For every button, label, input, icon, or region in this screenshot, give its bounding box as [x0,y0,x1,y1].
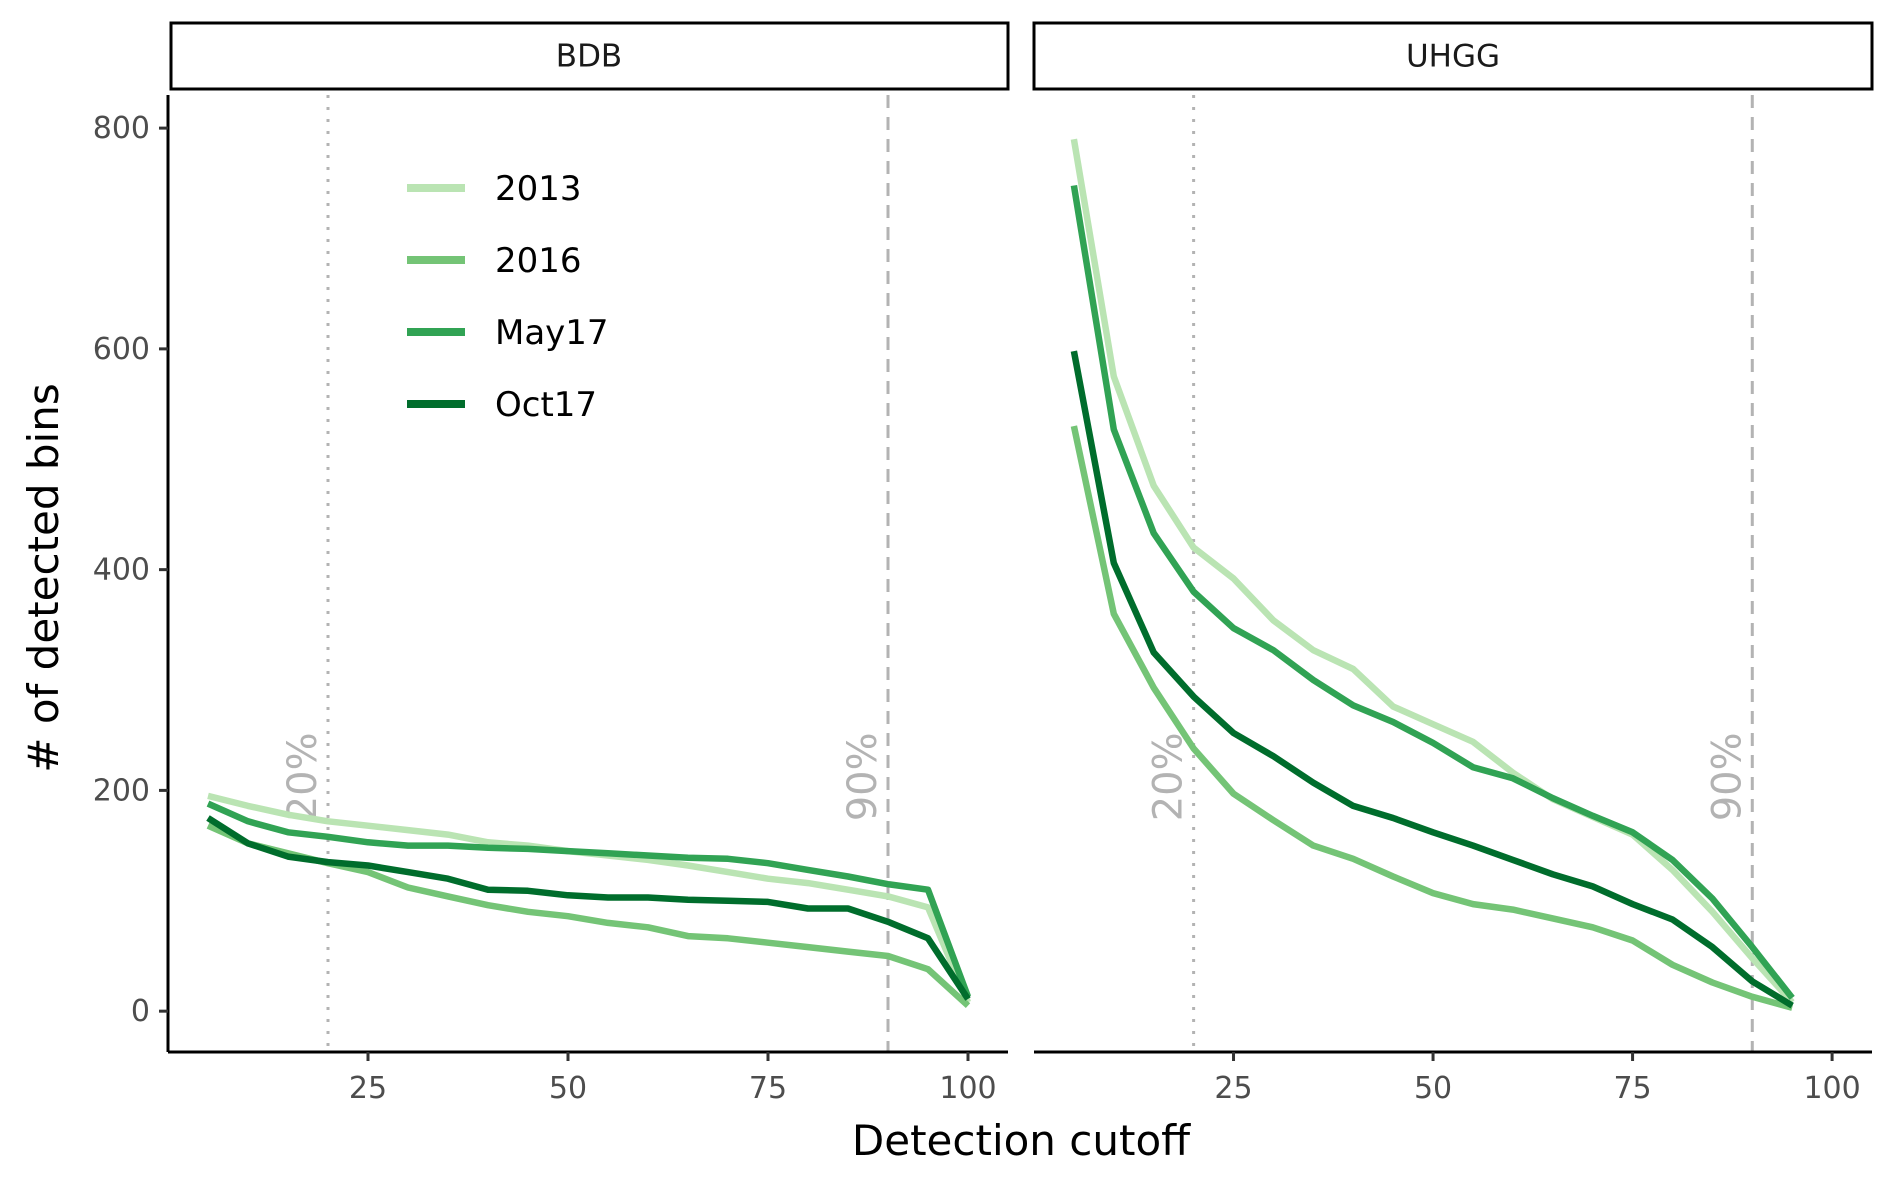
y-axis: 0 200 400 600 800 [93,95,170,1052]
x-axis-title: Detection cutoff [852,1116,1191,1165]
reference-label: 20% [280,732,326,821]
legend: 2013 2016 May17 Oct17 [407,169,609,425]
y-tick-label: 400 [93,553,150,588]
x-tick-label: 75 [749,1071,787,1106]
legend-label-oct17: Oct17 [495,385,597,425]
strip-box [1032,21,1874,91]
series-line-2016 [1070,425,1794,1011]
x-tick-label: 50 [1414,1071,1452,1106]
reference-label: 90% [840,732,886,821]
y-axis-title: # of detected bins [19,383,68,772]
x-tick-label: 25 [1214,1071,1252,1106]
panel-title-uhgg: UHGG [1406,39,1500,75]
series-line-oct17 [206,815,971,1001]
panel-uhgg-strip: UHGG [1032,21,1874,91]
x-tick-label: 100 [1803,1071,1860,1106]
x-tick-label: 100 [939,1071,996,1106]
reference-label: 20% [1146,732,1192,821]
strip-box [169,21,1010,91]
legend-label-2013: 2013 [495,169,582,209]
y-tick-label: 600 [93,332,150,367]
panel-bdb: 20% 90% 25 50 75 100 [168,95,1008,1106]
x-tick-label: 50 [549,1071,587,1106]
series-line-may17 [206,800,972,998]
series-line-2013 [1070,138,1795,1005]
panel-bdb-strip: BDB [169,21,1010,91]
series-line-may17 [1070,184,1795,1000]
y-tick-label: 200 [93,773,150,808]
x-tick-label: 75 [1613,1071,1651,1106]
y-tick-label: 800 [93,111,150,146]
legend-label-may17: May17 [495,313,609,353]
series-line-oct17 [1070,350,1794,1009]
panel-uhgg: 20% 90% 25 50 75 100 [1034,95,1872,1106]
x-tick-label: 25 [349,1071,387,1106]
panel-title-bdb: BDB [556,39,622,75]
y-tick-label: 0 [131,994,150,1029]
reference-label: 90% [1704,732,1750,821]
legend-label-2016: 2016 [495,241,582,281]
